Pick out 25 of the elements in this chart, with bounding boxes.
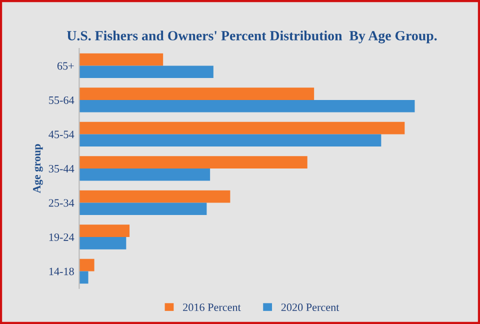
y-tick-label: 19-24 — [49, 233, 74, 241]
y-tick-label: 35-44 — [48, 164, 74, 172]
bar — [79, 122, 405, 134]
y-tick-label: 65+ — [57, 62, 74, 70]
y-tick-label: 55-64 — [49, 96, 74, 104]
bar — [79, 88, 314, 100]
bar — [79, 53, 164, 66]
legend-label: 2016 Percent — [183, 304, 241, 312]
bar — [79, 271, 88, 284]
bar — [79, 66, 214, 78]
bar — [79, 168, 210, 181]
y-tick-label: 14-18 — [49, 268, 74, 276]
bar — [79, 190, 230, 203]
chart-title: U.S. Fishers and Owners' Percent Distribution By Age Group. — [67, 30, 437, 44]
legend-label: 2020 Percent — [281, 304, 340, 312]
bar — [79, 236, 126, 250]
bar — [79, 134, 382, 147]
y-tick-label: 45-54 — [48, 130, 74, 138]
bar — [79, 156, 308, 168]
bar — [79, 202, 207, 216]
bar — [79, 100, 415, 112]
y-tick-label: 25-34 — [48, 199, 74, 207]
y-axis-title: Age group — [33, 144, 43, 194]
bar — [79, 224, 130, 237]
bar — [79, 258, 94, 272]
